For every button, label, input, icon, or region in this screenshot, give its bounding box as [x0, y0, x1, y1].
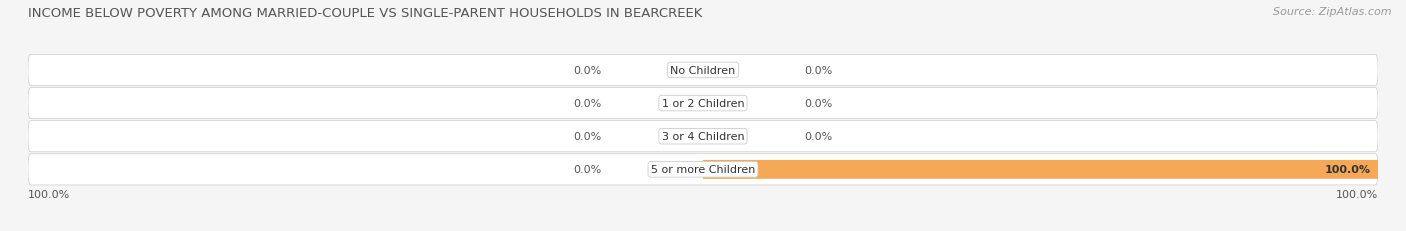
FancyBboxPatch shape: [28, 55, 1378, 86]
Text: 0.0%: 0.0%: [574, 165, 602, 175]
Text: 1 or 2 Children: 1 or 2 Children: [662, 99, 744, 109]
Text: 0.0%: 0.0%: [804, 66, 832, 76]
FancyBboxPatch shape: [28, 88, 1378, 119]
Text: 0.0%: 0.0%: [804, 132, 832, 142]
Text: 0.0%: 0.0%: [574, 132, 602, 142]
Text: 100.0%: 100.0%: [28, 189, 70, 199]
Text: 3 or 4 Children: 3 or 4 Children: [662, 132, 744, 142]
Text: Source: ZipAtlas.com: Source: ZipAtlas.com: [1274, 7, 1392, 17]
FancyBboxPatch shape: [703, 160, 1378, 179]
Text: 5 or more Children: 5 or more Children: [651, 165, 755, 175]
Text: 0.0%: 0.0%: [804, 99, 832, 109]
Text: 0.0%: 0.0%: [574, 66, 602, 76]
Text: 100.0%: 100.0%: [1324, 165, 1371, 175]
Text: 0.0%: 0.0%: [574, 99, 602, 109]
Text: 100.0%: 100.0%: [1336, 189, 1378, 199]
Text: No Children: No Children: [671, 66, 735, 76]
Text: INCOME BELOW POVERTY AMONG MARRIED-COUPLE VS SINGLE-PARENT HOUSEHOLDS IN BEARCRE: INCOME BELOW POVERTY AMONG MARRIED-COUPL…: [28, 7, 703, 20]
FancyBboxPatch shape: [28, 154, 1378, 185]
FancyBboxPatch shape: [28, 121, 1378, 152]
